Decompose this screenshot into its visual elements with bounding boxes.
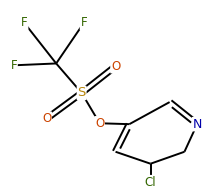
Text: N: N — [192, 118, 202, 131]
Text: O: O — [42, 112, 51, 125]
Text: O: O — [111, 60, 120, 73]
Text: F: F — [10, 59, 17, 72]
Text: S: S — [77, 86, 86, 99]
Text: F: F — [21, 16, 28, 29]
Text: Cl: Cl — [145, 176, 156, 189]
Text: O: O — [95, 117, 104, 130]
Text: F: F — [80, 16, 87, 29]
